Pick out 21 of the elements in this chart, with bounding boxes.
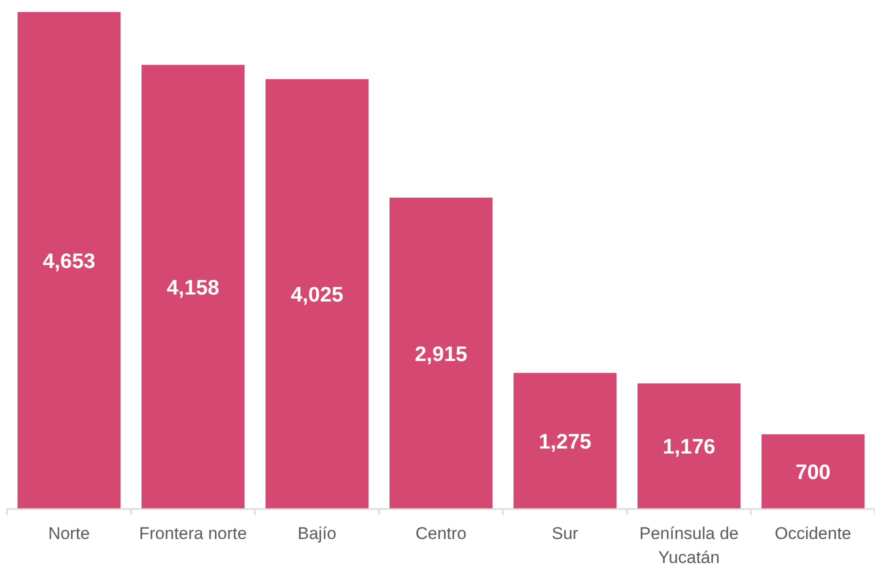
- x-tick-label: Occidente: [774, 524, 852, 544]
- bar: [266, 79, 369, 509]
- bar: [18, 12, 121, 509]
- data-label: 4,653: [42, 250, 96, 273]
- x-tick-label: Sur: [552, 524, 579, 544]
- data-label: 4,025: [290, 283, 344, 306]
- data-label: 2,915: [414, 342, 468, 366]
- x-tick-label: Península de Yucatán: [639, 524, 739, 565]
- x-tick-label: Norte: [48, 524, 90, 544]
- bar: [762, 434, 865, 509]
- bar: [390, 198, 493, 509]
- data-label: 1,176: [662, 436, 716, 459]
- bar: [142, 64, 245, 509]
- data-label: 1,275: [538, 430, 592, 454]
- bar: [638, 383, 741, 509]
- bar: [514, 372, 617, 509]
- x-tick-label: Bajío: [298, 524, 336, 544]
- data-label: 700: [796, 461, 831, 484]
- data-label: 4,158: [166, 276, 220, 300]
- x-tick-label: Centro: [415, 524, 467, 544]
- x-tick-label: Frontera norte: [139, 524, 247, 544]
